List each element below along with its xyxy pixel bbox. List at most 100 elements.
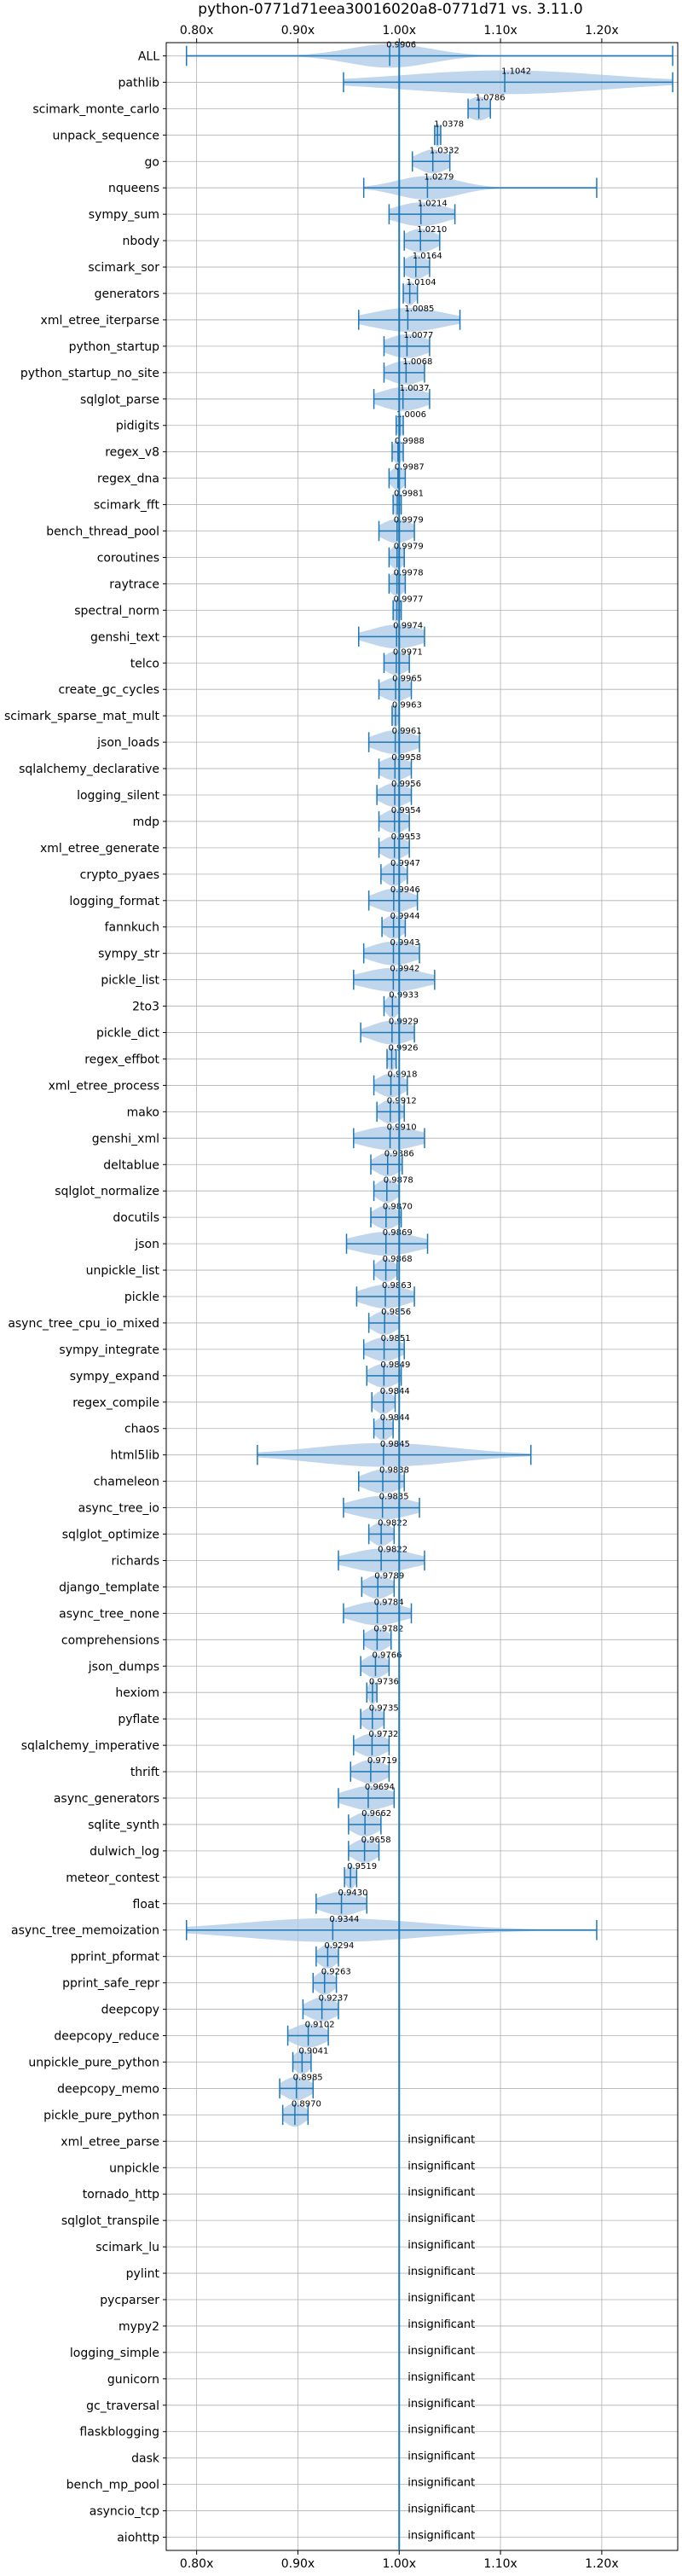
benchmark-label: mypy2 (118, 2320, 159, 2334)
bottom-tick-label: 1.20x (585, 2557, 618, 2571)
benchmark-label: scimark_monte_carlo (32, 102, 159, 116)
insignificant-label: insignificant (407, 2213, 475, 2225)
benchmark-label: sqlglot_parse (80, 393, 159, 407)
median-value-label: 0.9974 (393, 621, 423, 630)
median-value-label: 0.9732 (368, 1730, 398, 1739)
benchmark-label: sympy_integrate (59, 1343, 159, 1357)
median-value-label: 0.9956 (391, 780, 421, 789)
median-value-label: 0.9869 (383, 1228, 413, 1238)
benchmark-label: xml_etree_process (49, 1079, 159, 1093)
median-value-label: 0.9954 (391, 806, 421, 815)
median-value-label: 0.9736 (369, 1677, 399, 1686)
median-value-label: 0.9910 (387, 1123, 417, 1132)
insignificant-label: insignificant (407, 2345, 475, 2358)
benchmark-label: regex_v8 (105, 446, 159, 460)
benchmark-label: json_loads (96, 736, 159, 750)
median-value-label: 0.9822 (378, 1519, 407, 1529)
benchmark-label: logging_format (69, 895, 159, 908)
top-tick-label: 0.80x (180, 24, 213, 38)
median-value-label: 0.9844 (380, 1387, 410, 1396)
benchmark-label: pickle_dict (96, 1027, 160, 1041)
median-value-label: 0.9845 (380, 1440, 410, 1449)
benchmark-label: deepcopy_memo (57, 2082, 159, 2096)
benchmark-label: bench_mp_pool (66, 2479, 159, 2492)
median-value-label: 0.9835 (379, 1493, 409, 1502)
benchmark-label: hexiom (115, 1686, 159, 1700)
benchmark-label: gc_traversal (86, 2399, 159, 2413)
benchmark-label: dulwich_log (90, 1845, 159, 1859)
benchmark-label: unpickle_list (86, 1264, 160, 1278)
benchmark-label: unpickle (109, 2161, 159, 2175)
median-value-label: 0.9981 (394, 490, 424, 499)
benchmark-label: sqlalchemy_imperative (21, 1739, 159, 1753)
median-value-label: 0.9694 (365, 1783, 395, 1792)
median-value-label: 0.9946 (390, 885, 420, 895)
benchmark-label: nqueens (108, 182, 159, 195)
insignificant-label: insignificant (407, 2503, 475, 2516)
benchmark-label: sqlite_synth (88, 1819, 159, 1832)
median-value-label: 0.8985 (293, 2074, 323, 2083)
benchmark-label: sqlglot_normalize (55, 1185, 159, 1198)
benchmark-label: telco (130, 657, 159, 670)
benchmark-label: pickle (124, 1291, 159, 1304)
benchmark-label: thrift (130, 1766, 160, 1779)
insignificant-label: insignificant (407, 2266, 475, 2278)
median-value-label: 0.9838 (379, 1466, 409, 1476)
benchmark-label: deepcopy (101, 2004, 159, 2017)
benchmark-label: genshi_xml (92, 1132, 159, 1146)
median-value-label: 0.9965 (392, 674, 422, 683)
benchmark-label: richards (112, 1554, 160, 1568)
insignificant-label: insignificant (407, 2160, 475, 2173)
median-value-label: 0.9430 (338, 1888, 368, 1898)
benchmark-label: async_generators (54, 1792, 159, 1806)
benchmark-label: aiohttp (117, 2532, 159, 2545)
median-value-label: 0.9979 (394, 516, 424, 525)
benchmark-label: tornado_http (83, 2188, 159, 2202)
benchmark-label: scimark_sor (88, 261, 159, 275)
benchmark-label: bench_thread_pool (46, 525, 159, 539)
benchmark-label: ALL (138, 49, 159, 63)
median-value-label: 0.9953 (391, 833, 421, 842)
benchmark-label: float (133, 1898, 160, 1912)
insignificant-label: insignificant (407, 2530, 475, 2543)
benchmark-label: generators (95, 287, 159, 301)
median-value-label: 0.9719 (367, 1756, 397, 1766)
insignificant-label: insignificant (407, 2424, 475, 2437)
median-value-label: 1.0006 (396, 410, 426, 420)
median-value-label: 0.9988 (395, 437, 425, 446)
benchmark-label: gunicorn (107, 2373, 159, 2387)
median-value-label: 0.9766 (372, 1651, 402, 1660)
median-value-label: 0.9987 (395, 463, 425, 473)
median-value-label: 0.9943 (390, 938, 419, 948)
bottom-tick-label: 1.00x (383, 2557, 416, 2571)
median-value-label: 1.0786 (476, 93, 506, 102)
insignificant-label: insignificant (407, 2186, 475, 2199)
median-value-label: 1.0378 (434, 119, 464, 129)
insignificant-label: insignificant (407, 2318, 475, 2331)
median-value-label: 1.0068 (402, 357, 432, 367)
median-value-label: 1.0077 (403, 331, 433, 340)
benchmark-label: unpickle_pure_python (28, 2056, 159, 2069)
benchmark-label: python_startup (69, 340, 159, 354)
benchmark-label: spectral_norm (74, 604, 159, 618)
top-tick-label: 1.00x (383, 24, 416, 38)
benchmark-label: pprint_pformat (71, 1951, 160, 1964)
median-value-label: 0.9933 (389, 991, 419, 1001)
benchmark-label: xml_etree_generate (40, 842, 159, 856)
benchmark-label: async_tree_io (78, 1502, 159, 1516)
median-value-label: 0.9961 (392, 727, 422, 736)
median-value-label: 1.0210 (417, 225, 447, 235)
median-value-label: 0.9947 (390, 859, 420, 868)
benchmark-label: logging_simple (70, 2347, 159, 2360)
median-value-label: 0.9856 (381, 1308, 411, 1317)
top-tick-label: 1.20x (585, 24, 618, 38)
median-value-label: 0.9868 (383, 1255, 413, 1264)
benchmark-label: pprint_safe_repr (62, 1977, 159, 1991)
median-value-label: 1.0085 (404, 305, 434, 314)
benchmark-label: scimark_fft (94, 499, 160, 513)
benchmark-label: deltablue (103, 1158, 159, 1172)
benchmark-label: json (134, 1238, 159, 1251)
bottom-tick-label: 0.80x (180, 2557, 213, 2571)
median-value-label: 0.8970 (292, 2099, 321, 2109)
